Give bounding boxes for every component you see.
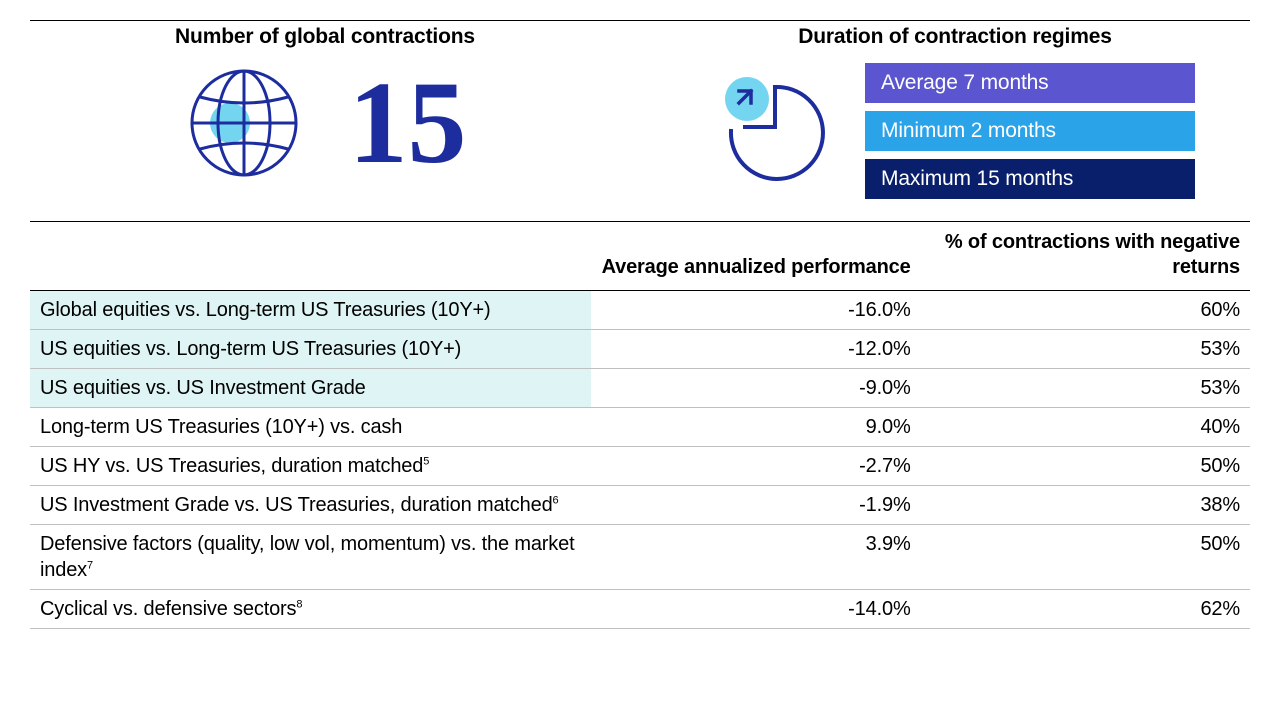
contractions-count: 15: [349, 64, 467, 182]
row-label: US equities vs. US Investment Grade: [30, 369, 591, 408]
row-negative: 53%: [921, 369, 1250, 408]
table-row: US equities vs. US Investment Grade-9.0%…: [30, 369, 1250, 408]
table-header-blank: [30, 222, 591, 291]
row-label: Global equities vs. Long-term US Treasur…: [30, 291, 591, 330]
row-negative: 60%: [921, 291, 1250, 330]
contractions-title: Number of global contractions: [30, 25, 620, 49]
row-performance: 9.0%: [591, 408, 920, 447]
duration-title: Duration of contraction regimes: [660, 25, 1250, 49]
table-header-negative: % of contractions with negative returns: [921, 222, 1250, 291]
row-performance: -14.0%: [591, 590, 920, 629]
duration-display: Average 7 months Minimum 2 months Maximu…: [660, 63, 1250, 199]
duration-panel: Duration of contraction regimes Average …: [640, 25, 1250, 199]
table-header-row: Average annualized performance % of cont…: [30, 222, 1250, 291]
row-negative: 40%: [921, 408, 1250, 447]
table-row: US HY vs. US Treasuries, duration matche…: [30, 447, 1250, 486]
row-performance: -1.9%: [591, 486, 920, 525]
table-row: US equities vs. Long-term US Treasuries …: [30, 330, 1250, 369]
row-label: Long-term US Treasuries (10Y+) vs. cash: [30, 408, 591, 447]
table-row: Long-term US Treasuries (10Y+) vs. cash9…: [30, 408, 1250, 447]
contractions-panel: Number of global contractions 15: [30, 25, 640, 199]
duration-bar-maximum: Maximum 15 months: [865, 159, 1195, 199]
performance-table-section: Average annualized performance % of cont…: [30, 221, 1250, 629]
performance-table: Average annualized performance % of cont…: [30, 222, 1250, 629]
row-label: US equities vs. Long-term US Treasuries …: [30, 330, 591, 369]
row-negative: 62%: [921, 590, 1250, 629]
row-performance: -12.0%: [591, 330, 920, 369]
duration-bars: Average 7 months Minimum 2 months Maximu…: [865, 63, 1195, 199]
row-performance: -2.7%: [591, 447, 920, 486]
row-negative: 50%: [921, 447, 1250, 486]
table-row: US Investment Grade vs. US Treasuries, d…: [30, 486, 1250, 525]
table-row: Global equities vs. Long-term US Treasur…: [30, 291, 1250, 330]
row-performance: 3.9%: [591, 525, 920, 590]
row-negative: 50%: [921, 525, 1250, 590]
contractions-display: 15: [30, 63, 620, 183]
table-row: Cyclical vs. defensive sectors8-14.0%62%: [30, 590, 1250, 629]
row-label: Cyclical vs. defensive sectors8: [30, 590, 591, 629]
row-negative: 38%: [921, 486, 1250, 525]
duration-bar-average: Average 7 months: [865, 63, 1195, 103]
row-negative: 53%: [921, 330, 1250, 369]
row-performance: -9.0%: [591, 369, 920, 408]
circle-arrow-icon: [715, 71, 835, 191]
row-label: Defensive factors (quality, low vol, mom…: [30, 525, 591, 590]
table-row: Defensive factors (quality, low vol, mom…: [30, 525, 1250, 590]
duration-bar-minimum: Minimum 2 months: [865, 111, 1195, 151]
globe-icon: [184, 63, 304, 183]
top-section: Number of global contractions 15: [30, 20, 1250, 199]
row-label: US HY vs. US Treasuries, duration matche…: [30, 447, 591, 486]
table-header-performance: Average annualized performance: [591, 222, 920, 291]
row-label: US Investment Grade vs. US Treasuries, d…: [30, 486, 591, 525]
row-performance: -16.0%: [591, 291, 920, 330]
